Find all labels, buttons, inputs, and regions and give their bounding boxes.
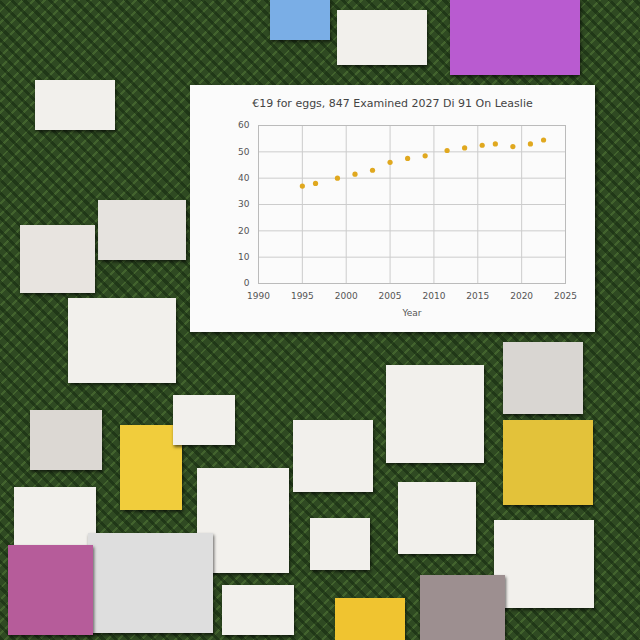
svg-text:1995: 1995: [291, 291, 314, 301]
svg-text:2005: 2005: [379, 291, 402, 301]
svg-text:Year: Year: [401, 308, 421, 318]
svg-text:2020: 2020: [510, 291, 533, 301]
svg-text:60: 60: [238, 120, 250, 130]
svg-text:2025: 2025: [554, 291, 577, 301]
svg-text:2000: 2000: [335, 291, 358, 301]
svg-text:10: 10: [238, 252, 250, 262]
svg-text:30: 30: [238, 199, 250, 209]
svg-text:2015: 2015: [466, 291, 489, 301]
svg-text:2010: 2010: [422, 291, 445, 301]
svg-text:20: 20: [238, 226, 250, 236]
svg-text:0: 0: [244, 278, 250, 288]
svg-text:50: 50: [238, 147, 250, 157]
html-text:€19 for eggs, 847 Examined 202: €19 for eggs, 847 Examined 2027 Di 91 On…: [252, 97, 533, 110]
svg-text:1990: 1990: [247, 291, 270, 301]
svg-text:40: 40: [238, 173, 250, 183]
